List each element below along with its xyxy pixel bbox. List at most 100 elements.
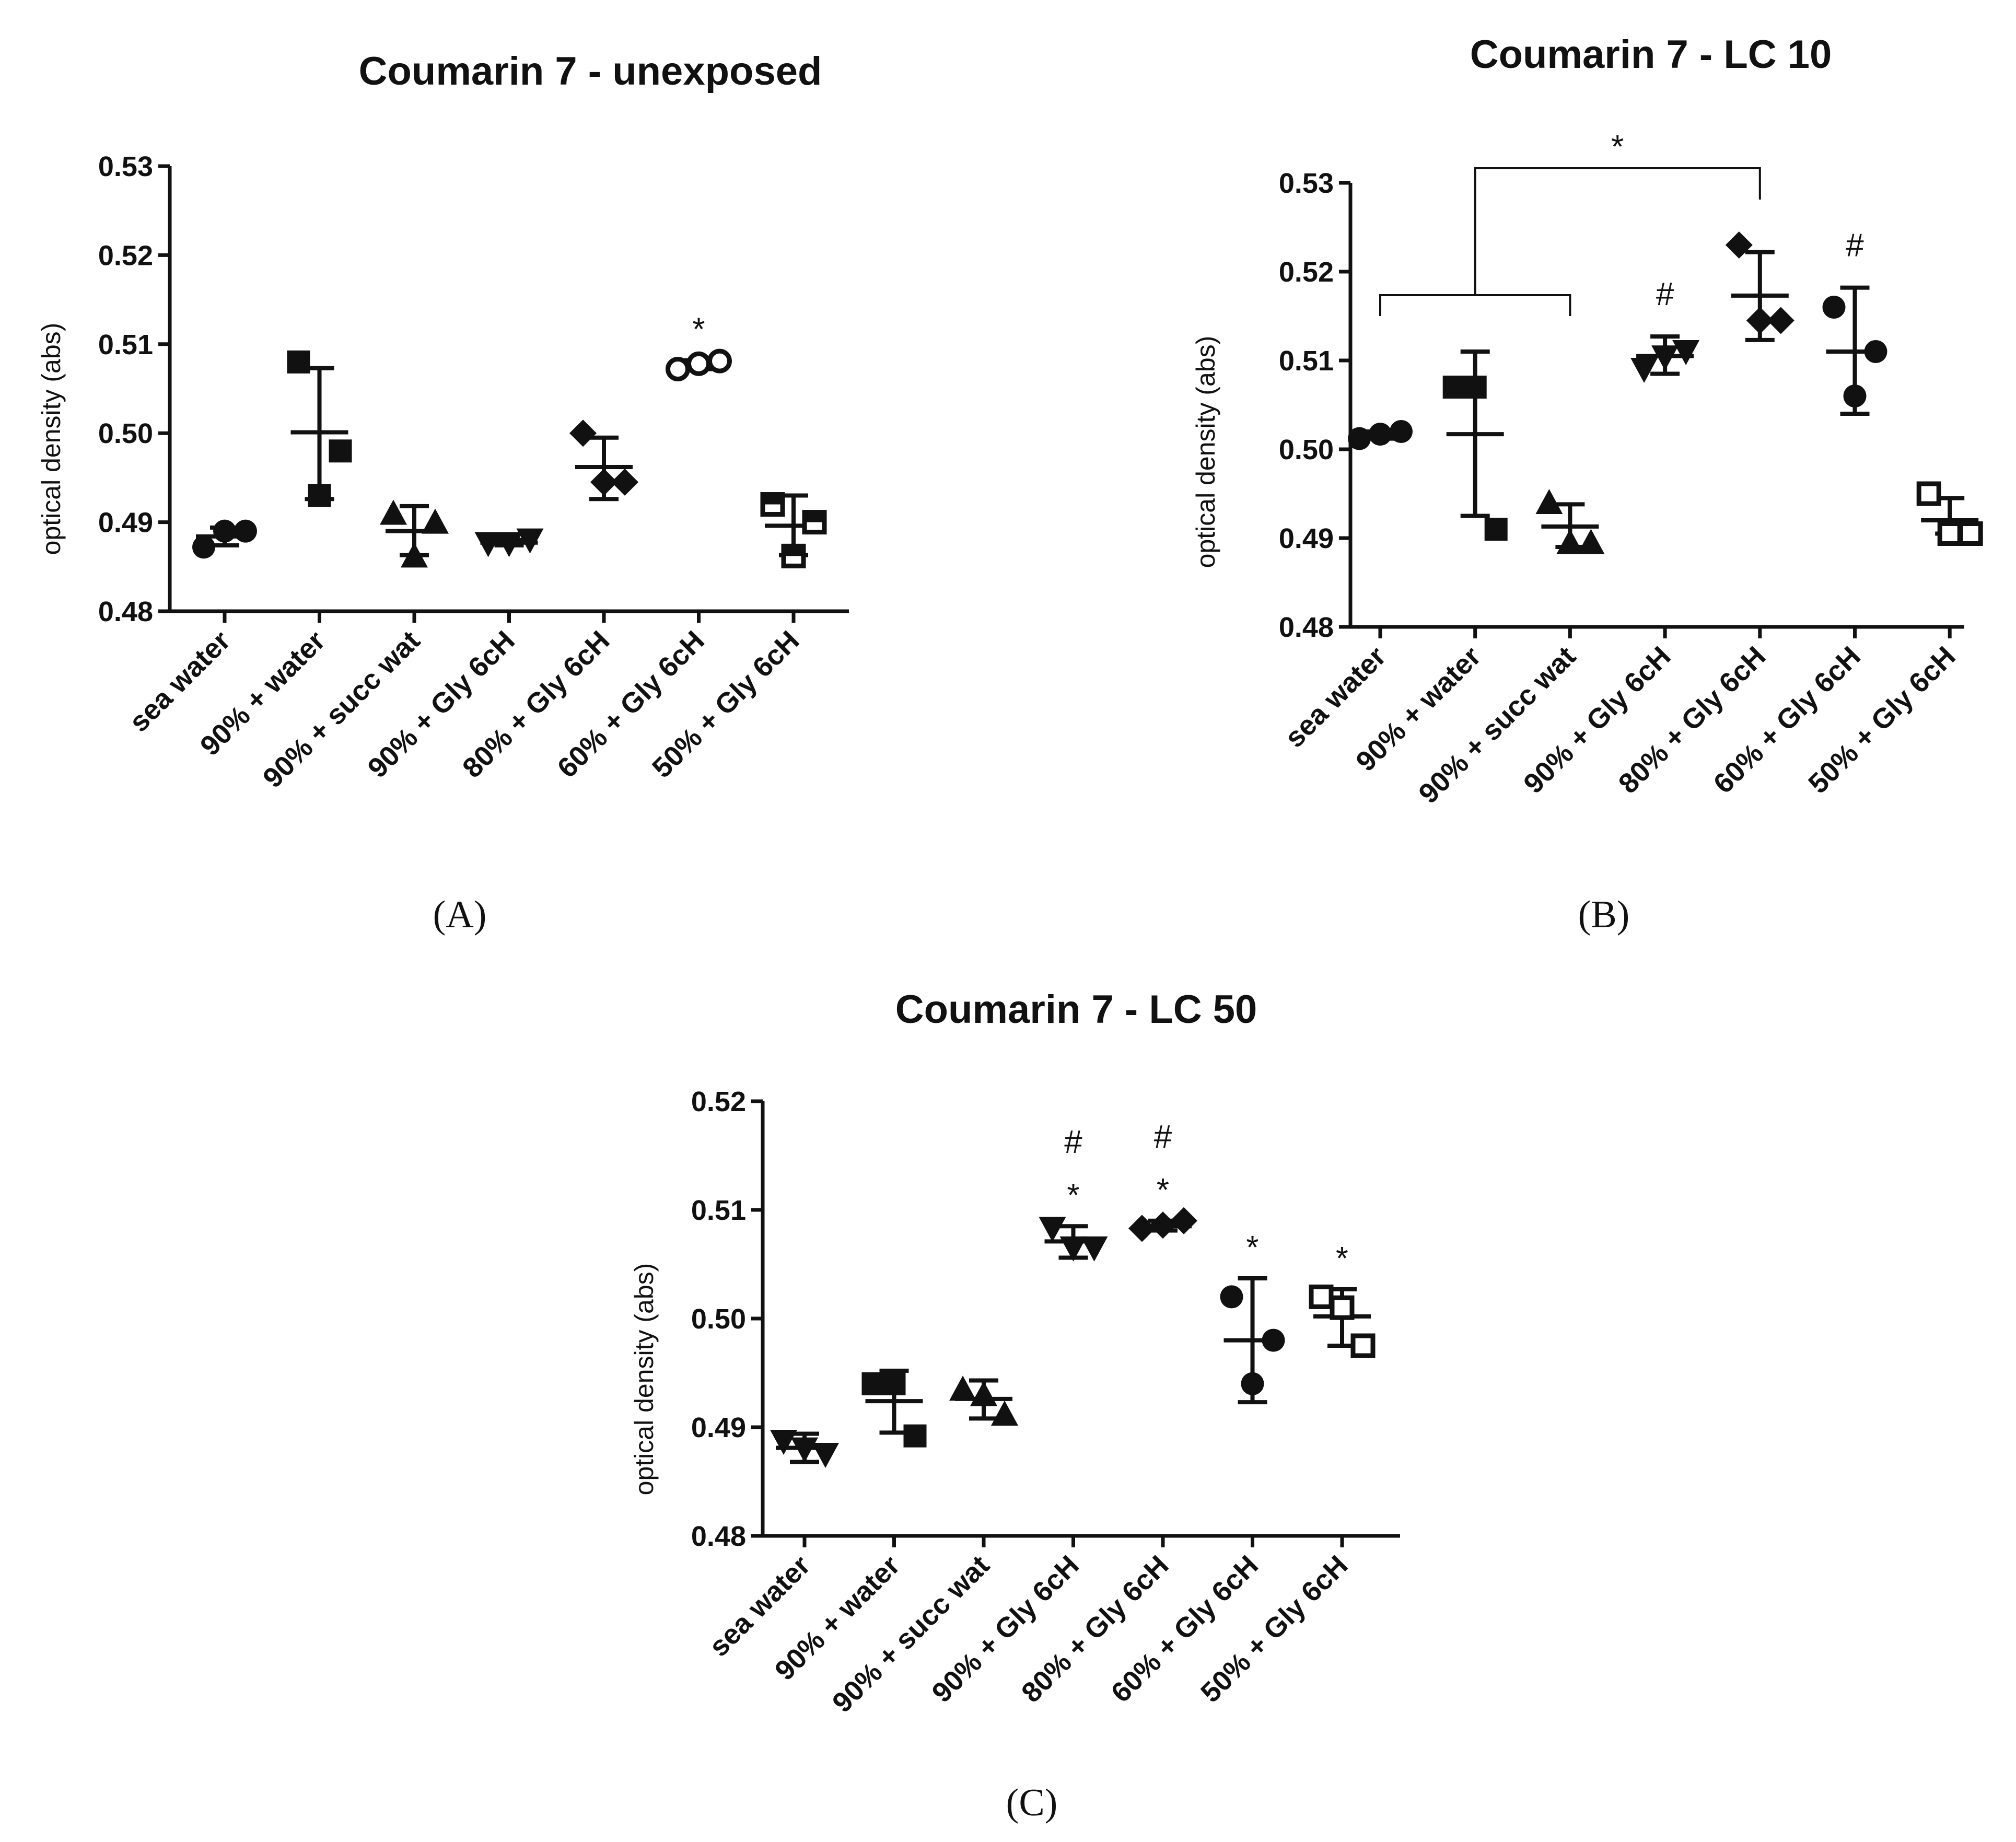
panel-a-data-point [611, 468, 638, 496]
panel-a-data-point-fill [782, 544, 805, 556]
panel-c-data-point [949, 1375, 976, 1401]
panel-a-data-point [760, 492, 785, 517]
panel-a-data-point [516, 528, 544, 554]
panel-c-data-point [970, 1381, 997, 1406]
panel-b-significance-mark: # [1846, 228, 1864, 264]
panel-a-data-point [192, 535, 215, 559]
panel-b-y-tick-label: 0.51 [1279, 345, 1334, 377]
panel-a-significance-mark: * [692, 311, 705, 347]
panel-c-data-point [1220, 1285, 1243, 1309]
panel-c-data-point [1059, 1236, 1087, 1262]
panel-c-group: *# [1039, 1124, 1108, 1262]
panel-c-significance-mark: * [1246, 1230, 1258, 1266]
panel-b-data-point [1369, 423, 1392, 446]
panel-c-data-point [791, 1437, 818, 1463]
panel-b-y-tick-label: 0.48 [1279, 612, 1334, 643]
panel-b-label: (B) [1578, 893, 1630, 936]
panel-b-data-point [1556, 529, 1584, 554]
panel-b-data-point [1442, 376, 1466, 399]
panel-a-group [192, 519, 257, 559]
panel-c-y-tick-label: 0.50 [691, 1303, 746, 1335]
panel-c-significance-mark: # [1064, 1124, 1082, 1160]
panel-b-bracket-connector [1474, 167, 1761, 295]
panel-a-y-tick-label: 0.51 [98, 329, 153, 360]
panel-b-data-point [1725, 231, 1753, 259]
panel-a-data-point [781, 543, 806, 568]
panel-a-data-point [666, 357, 690, 382]
panel-a-y-tick-label: 0.50 [98, 418, 153, 449]
panel-a-data-point [213, 519, 236, 543]
panel-a-group [287, 350, 352, 507]
panel-c-data-point [882, 1372, 906, 1395]
panel-b-group [1725, 231, 1794, 342]
panel-c-data-point [1080, 1236, 1108, 1262]
panel-a-group [569, 419, 638, 502]
panel-c-significance-mark: * [1157, 1172, 1169, 1208]
panel-a-data-point [569, 419, 597, 447]
panel-a-y-tick-label: 0.49 [98, 507, 153, 539]
panel-b-data-point [1535, 489, 1563, 514]
panel-a-y-tick-label: 0.53 [98, 151, 153, 182]
panel-c-group [949, 1375, 1018, 1426]
panel-c-data-point [903, 1424, 927, 1448]
panel-c-group: * [1220, 1230, 1285, 1405]
panel-c-group: *# [1128, 1119, 1197, 1242]
panel-c-data-point [1330, 1295, 1355, 1320]
panel-a-y-tick-label: 0.48 [98, 596, 153, 627]
panel-b-data-point [1937, 521, 1962, 546]
panel-b-data-point [1746, 307, 1774, 334]
panel-c-data-point [861, 1372, 885, 1395]
panel-a-data-point [495, 532, 523, 557]
panel-b-data-point [1822, 296, 1846, 319]
panel-b-title: Coumarin 7 - LC 10 [1470, 32, 1832, 77]
panel-b-significance-mark: # [1656, 276, 1674, 312]
panel-b-bracket-label: * [1611, 129, 1624, 165]
panel-a-data-point [380, 499, 407, 525]
panel-a-data-point-fill [803, 510, 826, 522]
panel-c-y-tick-label: 0.48 [691, 1521, 746, 1552]
panel-c-data-point [991, 1401, 1018, 1426]
panel-c-label: (C) [1006, 1781, 1058, 1824]
panel-b-data-point [1672, 340, 1700, 365]
panel-c-data-point [812, 1443, 839, 1468]
panel-c-y-tick-label: 0.51 [691, 1195, 746, 1226]
panel-c-data-point [1309, 1284, 1334, 1309]
panel-a-group [760, 492, 827, 568]
panel-b-data-point [1390, 420, 1413, 443]
panel-b-data-point [1630, 358, 1658, 383]
panel-c-data-point [1039, 1217, 1066, 1242]
panel-b-data-point [1463, 376, 1487, 399]
panel-a-data-point [686, 351, 711, 376]
panel-a-data-point [802, 510, 827, 535]
panel-a-data-point [474, 532, 502, 557]
panel-a-y-tick-label: 0.52 [98, 240, 153, 271]
panel-a-data-point [422, 508, 449, 534]
panel-c-data-point [1262, 1328, 1285, 1352]
panel-b-data-point [1916, 481, 1941, 506]
panel-a-data-point [329, 439, 352, 463]
panel-c-significance-mark: # [1154, 1119, 1172, 1155]
panel-b-data-point [1651, 345, 1679, 371]
panel-b-y-tick-label: 0.50 [1279, 434, 1334, 465]
panel-b-y-tick-label: 0.52 [1279, 257, 1334, 288]
panel-b-data-point [1767, 307, 1794, 334]
panel-b-group [1916, 481, 1983, 546]
panel-a-data-point [590, 468, 617, 496]
panel-c-group [770, 1430, 839, 1468]
panel-b-y-axis-label: optical density (abs) [1191, 336, 1220, 568]
panel-b-y-tick-label: 0.53 [1279, 168, 1334, 199]
panel-b-data-point [1864, 340, 1887, 363]
panel-c-significance-mark: * [1067, 1178, 1079, 1214]
panel-b-data-point [1484, 518, 1508, 541]
panel-b-significance-bracket: * [1379, 129, 1761, 316]
panel-b-y-tick-label: 0.49 [1279, 523, 1334, 554]
panel-a-group [380, 499, 449, 568]
panel-a-data-point [287, 350, 310, 374]
panel-a-group: * [666, 311, 732, 382]
panel-c-y-tick-label: 0.49 [691, 1412, 746, 1443]
panel-a-data-point-fill [761, 493, 784, 505]
panel-b-group [1535, 489, 1605, 554]
panel-a-label: (A) [433, 893, 487, 936]
panel-a-y-axis-label: optical density (abs) [37, 323, 66, 555]
panel-a-group [474, 528, 544, 557]
